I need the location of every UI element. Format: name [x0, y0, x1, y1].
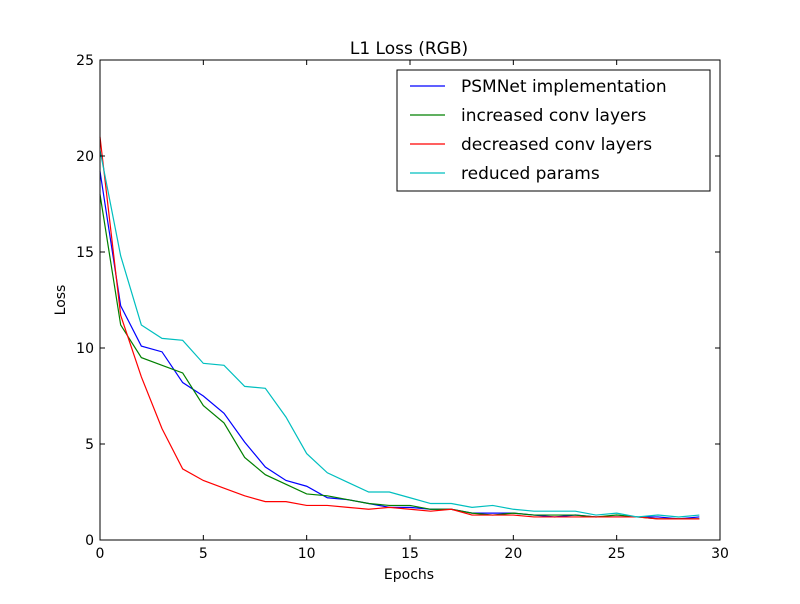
y-tick-label: 0: [85, 533, 94, 549]
y-tick-label: 10: [76, 341, 94, 357]
x-tick-label: 20: [504, 546, 522, 562]
legend: PSMNet implementation increased conv laye…: [396, 69, 711, 192]
x-tick-label: 10: [298, 546, 316, 562]
y-tick-label: 25: [76, 53, 94, 69]
legend-box: [396, 69, 711, 192]
series-line-3: [99, 150, 700, 518]
tick-layer: 0 5 10 15 20 25 30 0 5 10 15 20 25: [76, 53, 729, 562]
series-line-0: [99, 171, 700, 520]
series-line-1: [99, 194, 700, 520]
legend-label-3: reduced params: [461, 164, 600, 184]
x-tick-label: 25: [608, 546, 626, 562]
y-tick-label: 15: [76, 245, 94, 261]
legend-label-2: decreased conv layers: [461, 135, 652, 155]
legend-items: PSMNet implementation increased conv laye…: [410, 77, 667, 184]
x-tick-label: 30: [711, 546, 729, 562]
x-axis-label: Epochs: [384, 567, 434, 583]
x-tick-label: 0: [96, 546, 105, 562]
x-tick-label: 15: [401, 546, 419, 562]
series-layer: [99, 136, 700, 520]
y-axis-label: Loss: [53, 285, 69, 316]
chart-title: L1 Loss (RGB): [350, 39, 468, 59]
legend-label-1: increased conv layers: [461, 106, 646, 126]
legend-label-0: PSMNet implementation: [461, 77, 667, 97]
x-tick-label: 5: [199, 546, 208, 562]
y-tick-label: 5: [85, 437, 94, 453]
y-tick-label: 20: [76, 149, 94, 165]
series-line-2: [99, 136, 700, 520]
